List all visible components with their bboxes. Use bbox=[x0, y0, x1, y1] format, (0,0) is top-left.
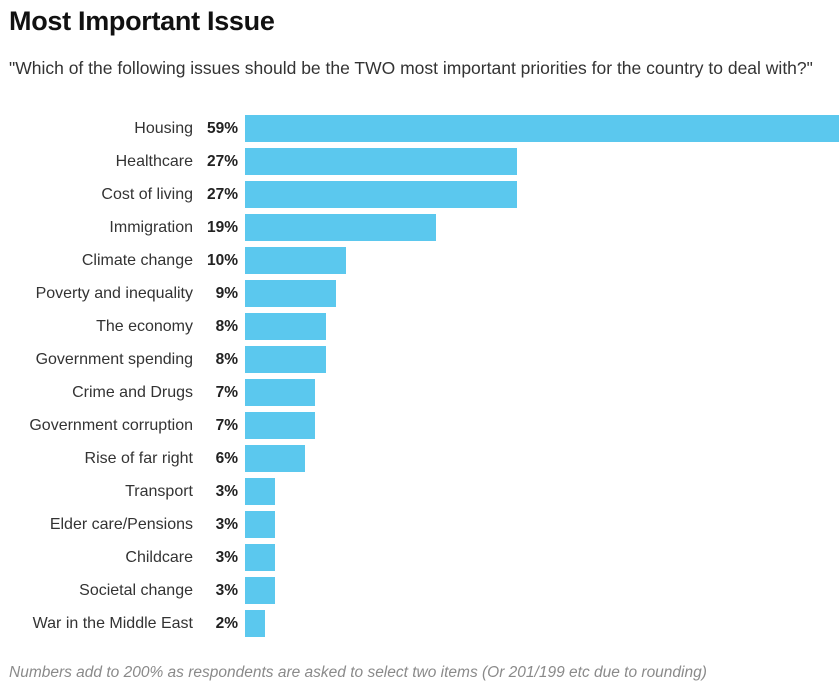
bar-chart: Housing 59% Healthcare 27% Cost of living 27%… bbox=[0, 112, 839, 642]
category-label: Immigration bbox=[109, 219, 193, 236]
value-label: 9% bbox=[215, 285, 238, 302]
value-label: 3% bbox=[215, 582, 238, 599]
bar bbox=[245, 544, 276, 571]
bar-row: Climate change 10% bbox=[0, 247, 839, 274]
bar-row: Government corruption 7% bbox=[0, 412, 839, 439]
value-label: 6% bbox=[215, 450, 238, 467]
value-label: 3% bbox=[215, 549, 238, 566]
category-label: Societal change bbox=[79, 582, 193, 599]
chart-subtitle: "Which of the following issues should be… bbox=[9, 58, 813, 78]
category-label: War in the Middle East bbox=[32, 615, 193, 632]
bar bbox=[245, 346, 326, 373]
bar bbox=[245, 610, 266, 637]
value-label: 2% bbox=[215, 615, 238, 632]
category-label: Healthcare bbox=[115, 153, 193, 170]
category-label: The economy bbox=[96, 318, 193, 335]
bar-row: Transport 3% bbox=[0, 478, 839, 505]
category-label: Poverty and inequality bbox=[35, 285, 193, 302]
bar-row: Government spending 8% bbox=[0, 346, 839, 373]
value-label: 19% bbox=[206, 219, 238, 236]
bar-row: Elder care/Pensions 3% bbox=[0, 511, 839, 538]
bar-row: Cost of living 27% bbox=[0, 181, 839, 208]
bar-row: Childcare 3% bbox=[0, 544, 839, 571]
bar-row: Poverty and inequality 9% bbox=[0, 280, 839, 307]
bar-row: Healthcare 27% bbox=[0, 148, 839, 175]
category-label: Rise of far right bbox=[84, 450, 193, 467]
category-label: Housing bbox=[134, 120, 193, 137]
bar bbox=[245, 115, 839, 142]
bar bbox=[245, 478, 276, 505]
bar bbox=[245, 511, 276, 538]
value-label: 8% bbox=[215, 318, 238, 335]
bar-row: Crime and Drugs 7% bbox=[0, 379, 839, 406]
bar bbox=[245, 412, 316, 439]
bar bbox=[245, 313, 326, 340]
bar-row: Immigration 19% bbox=[0, 214, 839, 241]
bar-row: Societal change 3% bbox=[0, 577, 839, 604]
category-label: Government corruption bbox=[29, 417, 193, 434]
bar bbox=[245, 280, 336, 307]
value-label: 27% bbox=[206, 153, 238, 170]
chart-title: Most Important Issue bbox=[9, 6, 275, 36]
value-label: 3% bbox=[215, 516, 238, 533]
bar-row: The economy 8% bbox=[0, 313, 839, 340]
category-label: Government spending bbox=[35, 351, 193, 368]
value-label: 7% bbox=[215, 417, 238, 434]
category-label: Childcare bbox=[125, 549, 193, 566]
bar bbox=[245, 148, 517, 175]
category-label: Cost of living bbox=[101, 186, 193, 203]
value-label: 59% bbox=[206, 120, 238, 137]
value-label: 3% bbox=[215, 483, 238, 500]
bar-row: Rise of far right 6% bbox=[0, 445, 839, 472]
bar bbox=[245, 577, 276, 604]
bar bbox=[245, 379, 316, 406]
bar bbox=[245, 445, 306, 472]
value-label: 7% bbox=[215, 384, 238, 401]
bar-row: Housing 59% bbox=[0, 115, 839, 142]
category-label: Crime and Drugs bbox=[72, 384, 193, 401]
bar bbox=[245, 181, 517, 208]
bar bbox=[245, 214, 437, 241]
category-label: Elder care/Pensions bbox=[49, 516, 193, 533]
value-label: 8% bbox=[215, 351, 238, 368]
value-label: 27% bbox=[206, 186, 238, 203]
chart-footnote: Numbers add to 200% as respondents are a… bbox=[9, 664, 707, 681]
category-label: Transport bbox=[125, 483, 193, 500]
bar bbox=[245, 247, 346, 274]
bar-row: War in the Middle East 2% bbox=[0, 610, 839, 637]
value-label: 10% bbox=[206, 252, 238, 269]
category-label: Climate change bbox=[81, 252, 193, 269]
